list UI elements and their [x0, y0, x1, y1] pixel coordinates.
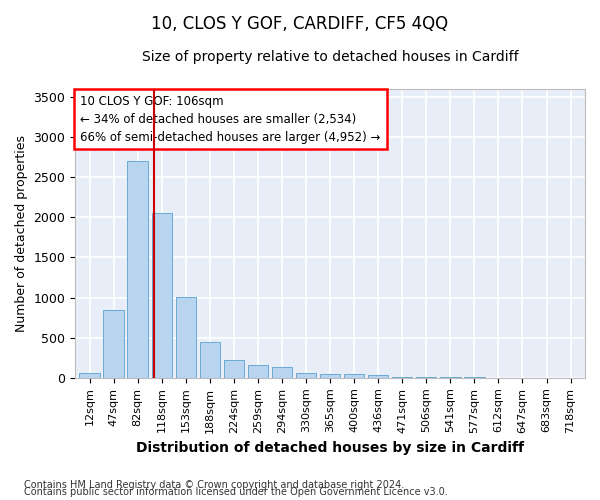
- Bar: [200, 342, 220, 378]
- Text: Contains HM Land Registry data © Crown copyright and database right 2024.: Contains HM Land Registry data © Crown c…: [24, 480, 404, 490]
- Bar: [176, 296, 196, 378]
- Text: Contains public sector information licensed under the Open Government Licence v3: Contains public sector information licen…: [24, 487, 448, 497]
- X-axis label: Distribution of detached houses by size in Cardiff: Distribution of detached houses by size …: [136, 441, 524, 455]
- Bar: [368, 376, 388, 378]
- Bar: [248, 365, 268, 378]
- Bar: [296, 373, 316, 378]
- Bar: [392, 376, 412, 378]
- Bar: [152, 213, 172, 378]
- Text: 10, CLOS Y GOF, CARDIFF, CF5 4QQ: 10, CLOS Y GOF, CARDIFF, CF5 4QQ: [151, 15, 449, 33]
- Bar: [79, 373, 100, 378]
- Bar: [127, 161, 148, 378]
- Bar: [416, 377, 436, 378]
- Bar: [320, 374, 340, 378]
- Y-axis label: Number of detached properties: Number of detached properties: [15, 135, 28, 332]
- Title: Size of property relative to detached houses in Cardiff: Size of property relative to detached ho…: [142, 50, 518, 64]
- Bar: [103, 310, 124, 378]
- Bar: [224, 360, 244, 378]
- Text: 10 CLOS Y GOF: 106sqm
← 34% of detached houses are smaller (2,534)
66% of semi-d: 10 CLOS Y GOF: 106sqm ← 34% of detached …: [80, 94, 380, 144]
- Bar: [272, 368, 292, 378]
- Bar: [344, 374, 364, 378]
